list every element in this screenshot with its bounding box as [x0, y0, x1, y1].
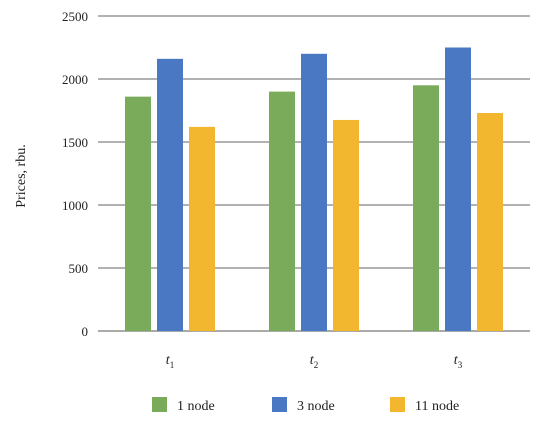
- legend-swatch: [390, 397, 405, 412]
- x-category-label: t3: [454, 353, 463, 370]
- legend-label: 3 node: [297, 399, 335, 414]
- bar: [445, 47, 471, 331]
- bar: [157, 58, 183, 332]
- y-tick-label: 2000: [62, 72, 88, 87]
- y-tick-label: 1500: [62, 135, 88, 150]
- bar: [477, 113, 503, 332]
- x-axis-categories: t1 t2 t3: [166, 353, 463, 370]
- bar: [189, 126, 215, 331]
- bar: [413, 85, 439, 331]
- x-category-label: t1: [166, 353, 174, 370]
- legend: 1 node 3 node 11 node: [152, 397, 459, 414]
- bar: [125, 96, 151, 331]
- legend-label: 11 node: [415, 399, 459, 414]
- x-category-label: t2: [310, 353, 318, 370]
- y-tick-label: 2500: [62, 9, 88, 24]
- y-tick-label: 500: [69, 261, 89, 276]
- y-tick-label: 1000: [62, 198, 88, 213]
- bar: [301, 53, 327, 332]
- bars: [125, 47, 503, 332]
- y-tick-label: 0: [82, 324, 89, 339]
- legend-swatch: [272, 397, 287, 412]
- y-axis-title: Prices, rbu.: [14, 144, 29, 207]
- bar: [333, 119, 359, 331]
- legend-swatch: [152, 397, 167, 412]
- legend-label: 1 node: [177, 399, 215, 414]
- y-axis-ticks: 0 500 1000 1500 2000 2500: [62, 9, 88, 339]
- bar: [269, 91, 295, 331]
